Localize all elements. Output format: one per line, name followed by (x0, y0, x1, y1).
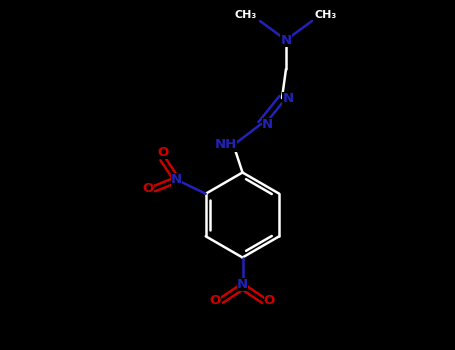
Text: O: O (142, 182, 154, 195)
Text: O: O (210, 294, 221, 307)
Text: CH₃: CH₃ (315, 10, 337, 20)
Text: NH: NH (215, 139, 237, 152)
Text: N: N (237, 278, 248, 290)
Text: N: N (262, 118, 273, 131)
Text: N: N (280, 34, 292, 47)
Text: N: N (283, 91, 293, 105)
Text: CH₃: CH₃ (235, 10, 257, 20)
Text: N: N (171, 173, 182, 186)
Text: O: O (264, 294, 275, 307)
Text: O: O (157, 146, 168, 159)
